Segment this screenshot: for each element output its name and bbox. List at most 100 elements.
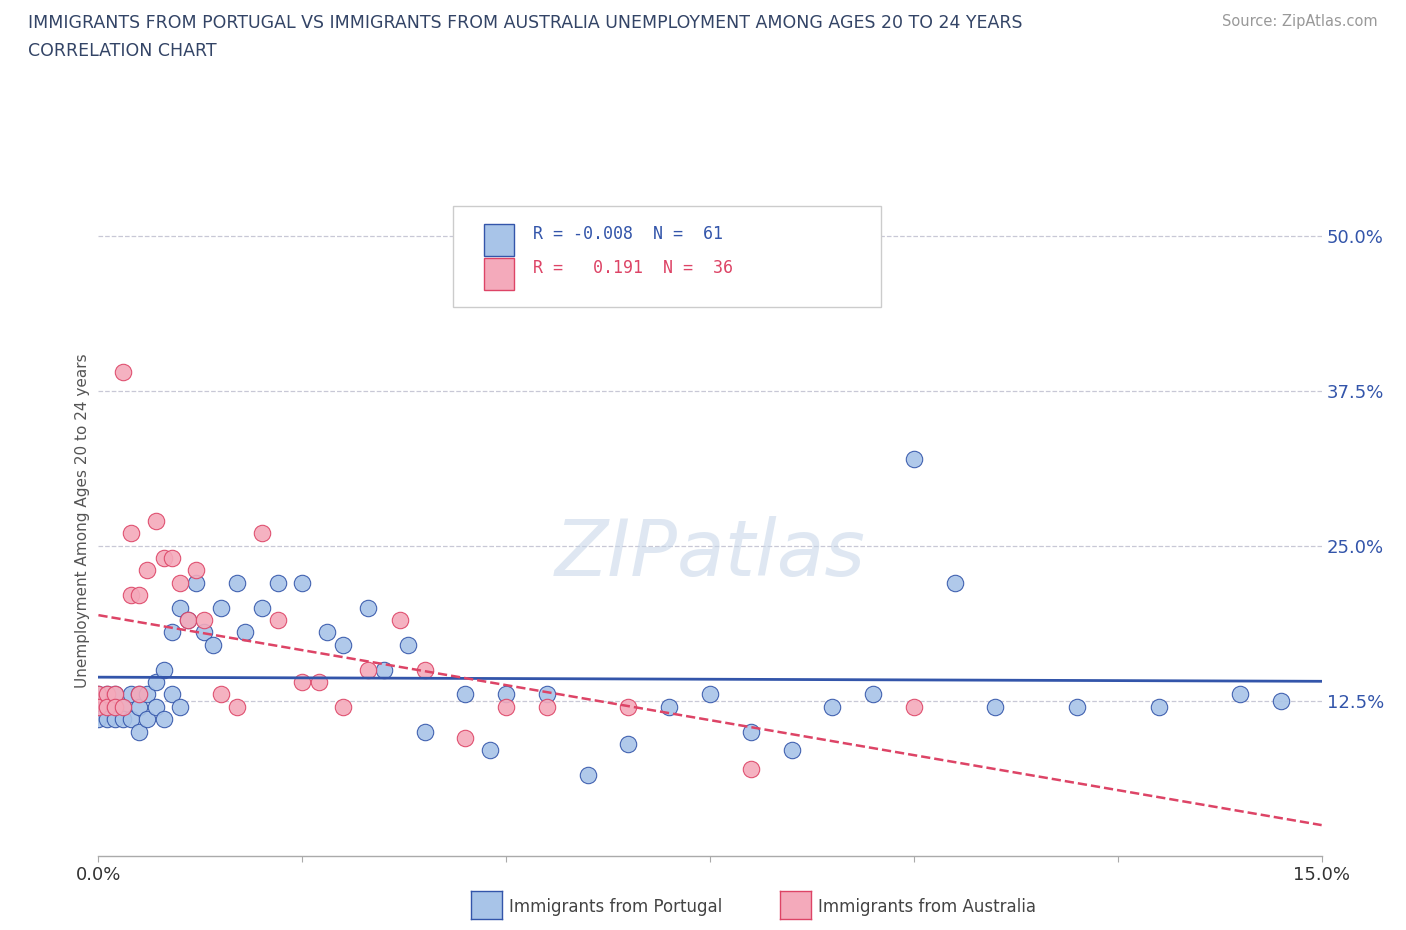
Point bbox=[617, 699, 640, 714]
Point bbox=[903, 451, 925, 466]
Point bbox=[413, 724, 436, 739]
Point bbox=[136, 711, 159, 726]
Point bbox=[267, 576, 290, 591]
Point bbox=[699, 687, 721, 702]
Point bbox=[396, 637, 419, 652]
Point bbox=[862, 687, 884, 702]
Point bbox=[193, 613, 215, 628]
Point bbox=[120, 525, 142, 540]
Point bbox=[87, 711, 110, 726]
Point bbox=[209, 687, 232, 702]
Point bbox=[169, 600, 191, 615]
Point bbox=[315, 625, 337, 640]
Text: R = -0.008  N =  61: R = -0.008 N = 61 bbox=[533, 225, 723, 244]
Point bbox=[111, 365, 134, 379]
Point bbox=[152, 551, 174, 565]
Point bbox=[1229, 687, 1251, 702]
Point bbox=[1147, 699, 1170, 714]
Point bbox=[136, 563, 159, 578]
Point bbox=[160, 687, 183, 702]
Point bbox=[104, 711, 127, 726]
Point bbox=[356, 662, 378, 677]
Point bbox=[308, 674, 330, 689]
Point bbox=[87, 699, 110, 714]
Point bbox=[250, 525, 273, 540]
Point bbox=[120, 711, 142, 726]
Point bbox=[87, 687, 110, 702]
Point bbox=[740, 724, 762, 739]
FancyBboxPatch shape bbox=[484, 224, 515, 257]
Point bbox=[111, 699, 134, 714]
Point bbox=[87, 687, 110, 702]
Point bbox=[576, 767, 599, 782]
Point bbox=[267, 613, 290, 628]
Point bbox=[454, 730, 477, 745]
Text: CORRELATION CHART: CORRELATION CHART bbox=[28, 42, 217, 60]
Point bbox=[169, 699, 191, 714]
FancyBboxPatch shape bbox=[453, 206, 882, 307]
Point bbox=[1066, 699, 1088, 714]
Point bbox=[984, 699, 1007, 714]
Point bbox=[145, 674, 167, 689]
Point bbox=[111, 711, 134, 726]
Point bbox=[120, 687, 142, 702]
Point bbox=[186, 563, 208, 578]
Y-axis label: Unemployment Among Ages 20 to 24 years: Unemployment Among Ages 20 to 24 years bbox=[75, 353, 90, 688]
Point bbox=[128, 687, 150, 702]
Point bbox=[536, 699, 558, 714]
Point bbox=[186, 576, 208, 591]
Point bbox=[104, 687, 127, 702]
Point bbox=[821, 699, 844, 714]
Point bbox=[193, 625, 215, 640]
Point bbox=[413, 662, 436, 677]
Point bbox=[740, 762, 762, 777]
Point bbox=[128, 687, 150, 702]
Point bbox=[104, 699, 127, 714]
Point bbox=[111, 699, 134, 714]
Point bbox=[145, 513, 167, 528]
Point bbox=[536, 687, 558, 702]
Point bbox=[177, 613, 200, 628]
Point bbox=[87, 699, 110, 714]
Point bbox=[291, 576, 314, 591]
Point bbox=[454, 687, 477, 702]
Point bbox=[120, 588, 142, 603]
Point bbox=[780, 743, 803, 758]
Point bbox=[291, 674, 314, 689]
Text: Immigrants from Portugal: Immigrants from Portugal bbox=[509, 897, 723, 916]
Point bbox=[209, 600, 232, 615]
Point bbox=[169, 576, 191, 591]
Point bbox=[160, 551, 183, 565]
Point bbox=[177, 613, 200, 628]
Point bbox=[128, 699, 150, 714]
Point bbox=[495, 687, 517, 702]
Point bbox=[495, 699, 517, 714]
Point bbox=[943, 576, 966, 591]
Text: IMMIGRANTS FROM PORTUGAL VS IMMIGRANTS FROM AUSTRALIA UNEMPLOYMENT AMONG AGES 20: IMMIGRANTS FROM PORTUGAL VS IMMIGRANTS F… bbox=[28, 14, 1022, 32]
Point bbox=[160, 625, 183, 640]
Point bbox=[332, 699, 354, 714]
Point bbox=[356, 600, 378, 615]
Point bbox=[389, 613, 412, 628]
Point bbox=[152, 711, 174, 726]
Point bbox=[373, 662, 395, 677]
Point bbox=[226, 576, 249, 591]
Point bbox=[96, 711, 118, 726]
Point bbox=[617, 737, 640, 751]
Point bbox=[233, 625, 256, 640]
Point bbox=[96, 699, 118, 714]
Point bbox=[104, 687, 127, 702]
Point bbox=[152, 662, 174, 677]
Point bbox=[104, 699, 127, 714]
Point bbox=[128, 588, 150, 603]
Point bbox=[136, 687, 159, 702]
Text: ZIPatlas: ZIPatlas bbox=[554, 516, 866, 592]
Point bbox=[1270, 693, 1292, 708]
Point bbox=[201, 637, 224, 652]
FancyBboxPatch shape bbox=[484, 258, 515, 290]
Point bbox=[478, 743, 501, 758]
Point bbox=[96, 687, 118, 702]
Point bbox=[96, 687, 118, 702]
Text: Immigrants from Australia: Immigrants from Australia bbox=[818, 897, 1036, 916]
Text: Source: ZipAtlas.com: Source: ZipAtlas.com bbox=[1222, 14, 1378, 29]
